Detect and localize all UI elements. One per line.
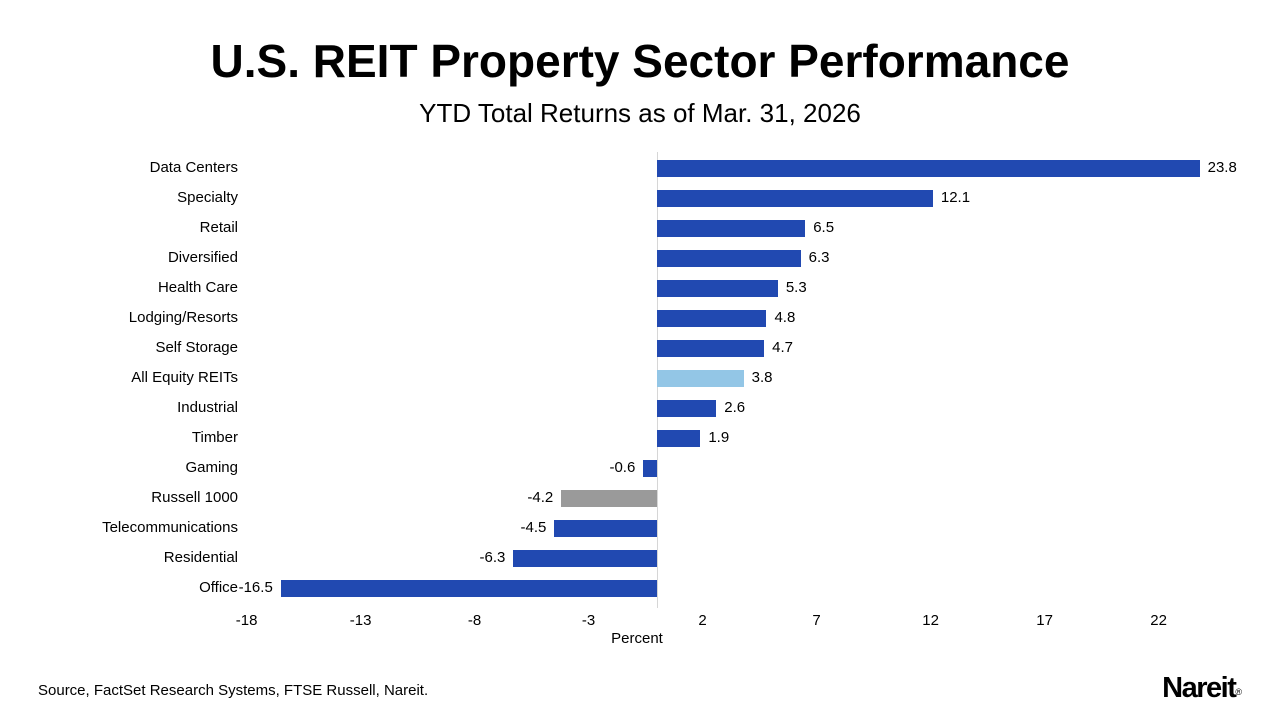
category-label: All Equity REITs [131, 369, 238, 386]
value-label: 6.3 [808, 249, 830, 266]
x-axis-tick-label: 7 [812, 612, 821, 629]
chart-row: Residential -6.3 [0, 543, 1280, 573]
value-label: -4.5 [520, 519, 547, 536]
category-label: Timber [191, 429, 238, 446]
category-label: Gaming [185, 459, 238, 476]
category-label: Industrial [177, 399, 238, 416]
category-label: Diversified [167, 249, 238, 266]
chart-row: Retail 6.5 [0, 213, 1280, 243]
source-note: Source, FactSet Research Systems, FTSE R… [38, 682, 429, 699]
bar [657, 400, 717, 417]
bar [657, 160, 1200, 177]
x-axis-tick-label: 2 [698, 612, 707, 629]
category-label: Data Centers [149, 159, 238, 176]
bar [280, 580, 657, 597]
chart-title: U.S. REIT Property Sector Performance [210, 35, 1070, 87]
chart-row: Office -16.5 [0, 573, 1280, 603]
category-label: Residential [163, 549, 238, 566]
value-label: -6.3 [479, 549, 506, 566]
value-label: 3.8 [751, 369, 773, 386]
bar [554, 520, 657, 537]
value-label: 12.1 [940, 189, 971, 206]
x-axis-tick-label: -3 [581, 612, 596, 629]
bar [657, 370, 744, 387]
value-label: 5.3 [785, 279, 807, 296]
chart-row: Data Centers 23.8 [0, 153, 1280, 183]
x-axis-tick-label: -8 [467, 612, 482, 629]
chart-row: Specialty 12.1 [0, 183, 1280, 213]
category-label: Office [199, 579, 238, 596]
chart-row: Timber 1.9 [0, 423, 1280, 453]
bar [657, 190, 933, 207]
chart-row: Diversified 6.3 [0, 243, 1280, 273]
bar [657, 250, 801, 267]
x-axis-tick-label: -18 [235, 612, 258, 629]
x-axis-tick-label: 12 [922, 612, 939, 629]
x-axis-tick-label: 17 [1036, 612, 1053, 629]
chart-row: Industrial 2.6 [0, 393, 1280, 423]
chart-row: Lodging/Resorts 4.8 [0, 303, 1280, 333]
category-label: Self Storage [155, 339, 238, 356]
value-label: -4.2 [527, 489, 554, 506]
category-label: Lodging/Resorts [128, 309, 238, 326]
value-label: -16.5 [238, 579, 273, 596]
category-label: Telecommunications [102, 519, 238, 536]
chart-row: Gaming -0.6 [0, 453, 1280, 483]
chart-row: Russell 1000 -4.2 [0, 483, 1280, 513]
x-axis-title: Percent [611, 630, 663, 647]
bar [657, 220, 806, 237]
x-axis-tick-label: -13 [349, 612, 372, 629]
chart-subtitle: YTD Total Returns as of Mar. 31, 2026 [419, 98, 861, 128]
category-label: Retail [199, 219, 238, 236]
bar [657, 340, 765, 357]
chart-row: Health Care 5.3 [0, 273, 1280, 303]
bar [561, 490, 657, 507]
value-label: -0.6 [609, 459, 636, 476]
category-label: Health Care [157, 279, 238, 296]
value-label: 1.9 [708, 429, 730, 446]
chart-row: Telecommunications -4.5 [0, 513, 1280, 543]
x-axis-tick-label: 22 [1150, 612, 1167, 629]
category-label: Russell 1000 [151, 489, 238, 506]
value-label: 23.8 [1207, 159, 1237, 176]
category-label: Specialty [177, 189, 238, 206]
value-label: 4.8 [774, 309, 796, 326]
bar [657, 280, 778, 297]
value-label: 6.5 [813, 219, 835, 236]
bar [657, 310, 767, 327]
nareit-logo: Nareit® [1162, 672, 1242, 705]
bar [657, 430, 701, 447]
value-label: 2.6 [724, 399, 746, 416]
bar [643, 460, 657, 477]
chart-row: All Equity REITs 3.8 [0, 363, 1280, 393]
value-label: 4.7 [772, 339, 794, 356]
chart-row: Self Storage 4.7 [0, 333, 1280, 363]
nareit-logo-text: Nareit [1162, 672, 1237, 704]
registered-mark-icon: ® [1235, 687, 1242, 697]
bar [513, 550, 657, 567]
